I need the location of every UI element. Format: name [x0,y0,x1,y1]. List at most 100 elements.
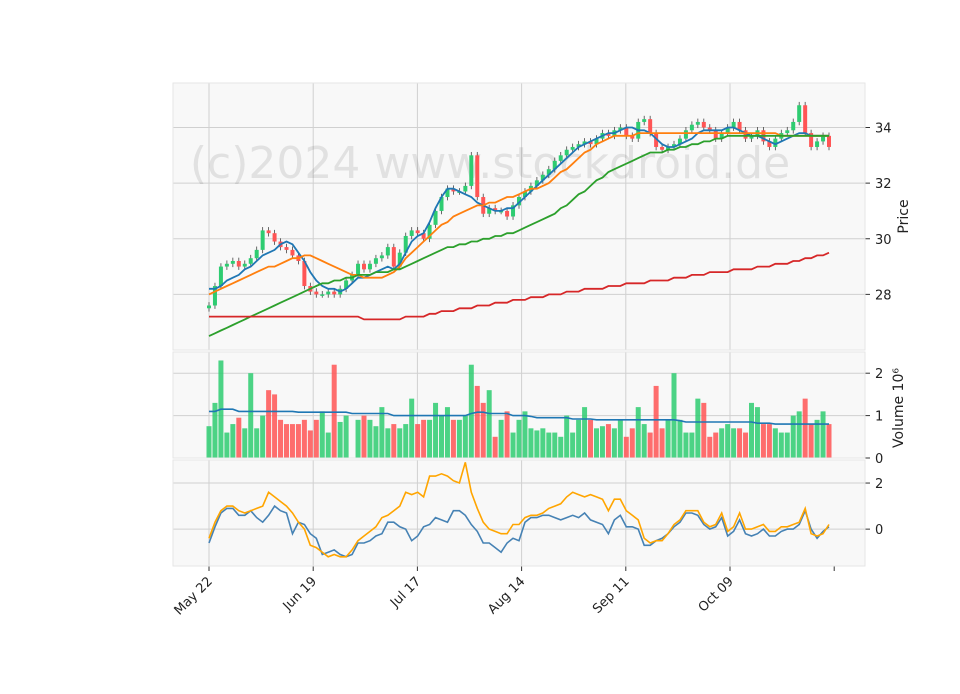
volume-bar [796,411,802,458]
candle-body [463,185,468,192]
volume-bar [641,424,647,458]
volume-average-line [209,408,829,425]
candle-body [409,230,414,236]
volume-bar [713,432,719,458]
volume-bar [331,364,337,458]
volume-bar [462,415,468,458]
candle-body [743,130,748,139]
volume-bar [784,432,790,458]
volume-bar [498,419,504,458]
volume-bar [629,428,635,458]
candle-body [362,263,366,270]
volume-bar [307,430,313,458]
volume-bar [546,432,552,458]
candle-body [624,127,629,136]
volume-bar [725,424,731,458]
candle-body [403,235,408,253]
x-tick-label: Jun 19 [280,574,320,614]
volume-bar [415,424,421,458]
volume-bar [623,436,629,458]
volume-bar [367,419,373,458]
vol-pane-border [172,351,866,459]
candle-body [827,135,831,147]
volume-bar [743,432,749,458]
candle-body [534,180,539,186]
candle-body [475,155,480,198]
candle-body [379,255,384,259]
candle-body [493,208,498,211]
volume-bar [474,385,480,458]
volume-bar [802,398,808,458]
y-tick-label: 34 [875,122,892,137]
volume-bar [343,415,349,458]
candle-body [230,261,235,264]
volume-bar [534,430,540,458]
volume-bar [701,402,707,458]
volume-bar [516,419,522,458]
volume-bar [385,428,391,458]
volume-bar [427,419,433,458]
candle-body [713,130,718,139]
candle-body [427,224,432,239]
candle-body [445,188,450,198]
volume-bar [254,428,260,458]
candle-body [773,138,778,147]
candle-body [683,130,688,139]
y-tick-label: 28 [875,288,892,303]
candle-body [576,144,581,147]
y-tick-label: 32 [875,177,892,192]
volume-bar [433,402,439,458]
volume-bar [749,402,754,458]
volume-bar [337,421,343,458]
volume-bar [737,428,743,458]
candle-body [290,249,295,256]
volume-bar [409,398,415,458]
volume-bar [492,436,498,458]
volume-bar [361,415,367,458]
candle-body [809,133,814,147]
candle-body [451,188,456,192]
candle-body [326,291,331,295]
candle-body [791,121,796,131]
volume-bar [379,407,385,458]
moving-average-line-1 [209,126,829,293]
volume-bar [778,432,784,458]
volume-bar [659,428,665,458]
x-tick-label: Sep 11 [590,574,633,617]
candle-body [725,127,730,134]
candle-body [487,208,492,214]
osc-pane-background [173,460,865,566]
volume-bar [224,432,230,458]
volume-bar [355,419,361,458]
volume-bar [444,407,450,458]
candle-body [749,135,754,139]
moving-average-line-3 [208,134,829,337]
volume-bar [289,424,295,458]
candle-body [505,210,510,217]
volume-bar [635,407,641,458]
y-tick-label: 0 [875,452,883,467]
volume-bar [766,424,772,458]
candle-body [564,149,569,156]
candle-body [439,197,444,211]
moving-average-line-4 [209,251,830,321]
volume-bar [284,424,289,458]
candle-body [415,230,420,234]
candle-body [552,160,557,170]
y-tick-label: 30 [875,233,892,248]
candle-body [469,155,474,186]
candle-body [254,249,259,259]
candle-body [695,121,700,125]
candle-body [373,258,378,264]
volume-bar [731,428,737,458]
candle-body [522,191,527,198]
candle-body [207,305,211,309]
candle-body [588,141,593,145]
volume-bar [480,402,486,458]
volume-bar [570,432,576,458]
volume-bar [677,419,683,458]
candle-body [391,247,396,267]
volume-bar [594,428,599,458]
candle-body [212,286,217,306]
volume-bar [403,424,409,458]
